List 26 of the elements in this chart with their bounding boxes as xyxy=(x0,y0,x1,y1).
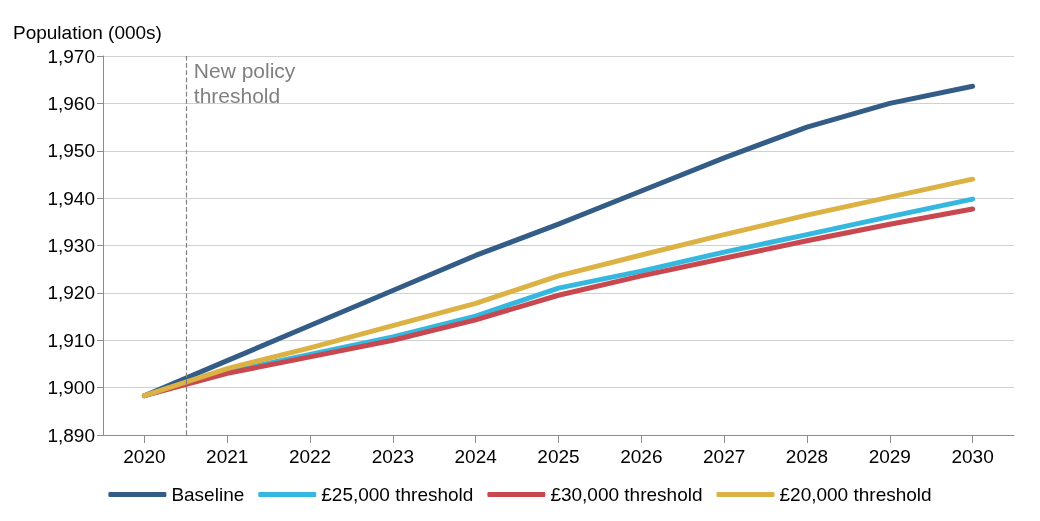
y-tick-label: 1,970 xyxy=(47,45,95,67)
y-axis-title: Population (000s) xyxy=(13,22,162,43)
x-tick-label: 2025 xyxy=(537,446,580,467)
x-tick-label: 2029 xyxy=(868,446,911,467)
y-tick-label: 1,960 xyxy=(47,92,95,114)
x-tick-label: 2030 xyxy=(951,446,994,467)
ref-line-label: New policy threshold xyxy=(193,59,302,107)
x-tick-label: 2022 xyxy=(288,446,332,467)
x-tick-label: 2026 xyxy=(620,446,663,467)
y-tick-label: 1,910 xyxy=(47,329,95,351)
y-tick-label: 1,900 xyxy=(47,377,95,399)
y-tick-label: 1,920 xyxy=(47,282,95,304)
y-tick-label: 1,890 xyxy=(47,424,95,446)
y-tick-label: 1,950 xyxy=(47,140,95,162)
y-tick-label: 1,940 xyxy=(47,187,95,209)
x-tick-label: 2023 xyxy=(371,446,414,467)
x-tick-label: 2020 xyxy=(123,446,166,467)
x-tick-label: 2027 xyxy=(703,446,746,467)
y-tick-label: 1,930 xyxy=(47,235,95,256)
legend-label: £30,000 threshold xyxy=(550,484,703,505)
legend-label: £20,000 threshold xyxy=(779,484,932,505)
x-tick-label: 2024 xyxy=(454,446,498,467)
legend-label: £25,000 threshold xyxy=(321,484,474,505)
x-tick-label: 2021 xyxy=(206,446,249,467)
legend-label: Baseline xyxy=(171,484,245,505)
x-tick-label: 2028 xyxy=(785,446,829,467)
